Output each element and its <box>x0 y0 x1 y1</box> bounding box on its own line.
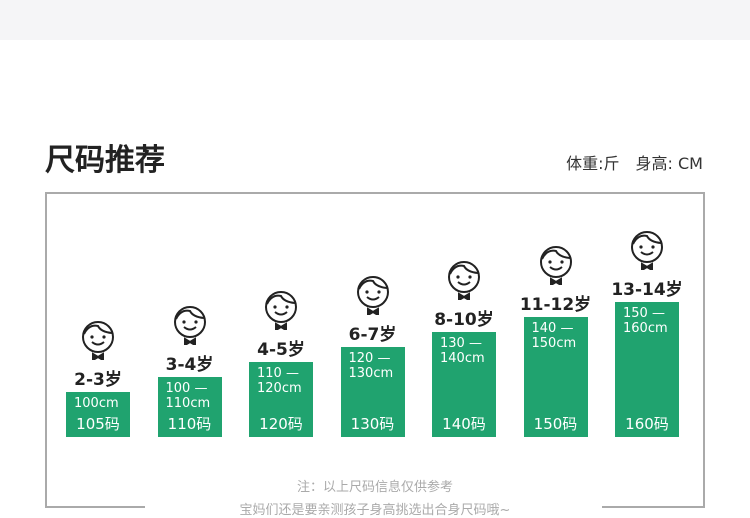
note: 注：以上尺码信息仅供参考 <box>296 480 453 495</box>
title: 尺码推荐 <box>45 143 165 178</box>
size-label: 110码 <box>167 415 212 433</box>
age-label: 3-4岁 <box>165 355 214 375</box>
child-icon <box>262 290 300 334</box>
note: 宝妈们还是要亲测孩子身高挑选出合身尺码哦~ <box>239 503 511 518</box>
size-bar: 150 — 160cm 160码 <box>615 302 679 437</box>
height-range: 100cm <box>74 396 119 411</box>
size-bar: 140 — 150cm 150码 <box>523 317 588 437</box>
frame-line <box>602 506 703 508</box>
size-label: 130码 <box>350 415 395 433</box>
frame-line <box>45 506 145 508</box>
age-label: 4-5岁 <box>257 340 305 360</box>
size-bar: 100 — 110cm 110码 <box>157 377 222 437</box>
age-label: 13-14岁 <box>611 280 683 300</box>
size-label: 120码 <box>259 415 303 433</box>
units: 体重:斤 身高: CM <box>566 154 703 173</box>
height-range: 150 — 160cm <box>623 306 668 336</box>
child-icon <box>628 230 666 274</box>
top-band <box>0 0 750 40</box>
size-label: 140码 <box>442 415 486 433</box>
height-range: 140 — 150cm <box>531 321 577 351</box>
size-bar: 110 — 120cm 120码 <box>249 362 313 437</box>
height-range: 110 — 120cm <box>257 366 302 396</box>
child-icon <box>171 305 209 349</box>
size-label: 150码 <box>533 415 578 433</box>
height-range: 120 — 130cm <box>348 351 394 381</box>
child-icon <box>537 245 575 289</box>
child-icon <box>79 320 117 364</box>
height-range: 100 — 110cm <box>165 381 211 411</box>
age-label: 11-12岁 <box>519 295 592 315</box>
age-label: 8-10岁 <box>434 310 494 330</box>
age-label: 6-7岁 <box>348 325 397 345</box>
height-range: 130 — 140cm <box>440 336 485 366</box>
size-bar: 100cm 105码 <box>66 392 130 437</box>
size-bar: 120 — 130cm 130码 <box>340 347 405 437</box>
size-label: 160码 <box>625 415 669 433</box>
frame <box>45 192 705 508</box>
child-icon <box>445 260 483 304</box>
age-label: 2-3岁 <box>74 370 122 390</box>
size-bar: 130 — 140cm 140码 <box>432 332 496 437</box>
child-icon <box>354 275 392 319</box>
size-label: 105码 <box>76 415 120 433</box>
